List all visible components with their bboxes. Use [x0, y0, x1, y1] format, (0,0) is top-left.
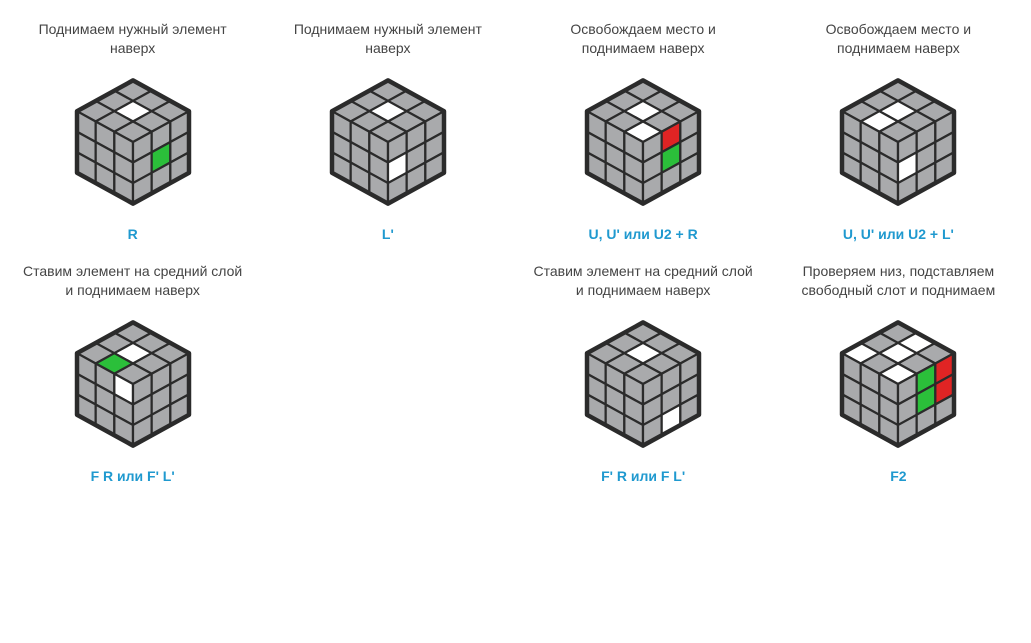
cube-diagram: [63, 72, 203, 212]
cube-diagram: [828, 72, 968, 212]
cube-diagram: [63, 314, 203, 454]
cube-caption-top: Освобождаем место и поднимаем наверх: [533, 20, 753, 62]
cube-diagram: [828, 314, 968, 454]
cube-cell: Ставим элемент на средний слой и поднима…: [10, 262, 255, 484]
cube-cell: Освобождаем место и поднимаем наверх U, U…: [776, 20, 1021, 242]
cube-notation: F2: [890, 468, 906, 484]
cube-diagram: [318, 72, 458, 212]
cube-cell: Поднимаем нужный элемент наверх R: [10, 20, 255, 242]
cube-cell: Поднимаем нужный элемент наверх L': [265, 20, 510, 242]
cube-caption-top: Поднимаем нужный элемент наверх: [23, 20, 243, 62]
cube-caption-top: Поднимаем нужный элемент наверх: [278, 20, 498, 62]
cube-notation: F' R или F L': [601, 468, 685, 484]
cube-notation: L': [382, 226, 394, 242]
cube-cell: Проверяем низ, подставляем свободный сло…: [776, 262, 1021, 484]
cube-grid: Поднимаем нужный элемент наверхRПоднимае…: [10, 20, 1021, 484]
cube-notation: U, U' или U2 + L': [843, 226, 954, 242]
cube-notation: R: [128, 226, 138, 242]
cube-diagram: [573, 314, 713, 454]
cube-caption-top: Ставим элемент на средний слой и поднима…: [23, 262, 243, 304]
cube-notation: U, U' или U2 + R: [589, 226, 698, 242]
cube-cell: Ставим элемент на средний слой и поднима…: [521, 262, 766, 484]
cube-cell: Освобождаем место и поднимаем наверх U, U…: [521, 20, 766, 242]
cube-caption-top: Освобождаем место и поднимаем наверх: [788, 20, 1008, 62]
cube-caption-top: Ставим элемент на средний слой и поднима…: [533, 262, 753, 304]
cube-diagram: [573, 72, 713, 212]
cube-notation: F R или F' L': [91, 468, 175, 484]
cube-caption-top: Проверяем низ, подставляем свободный сло…: [788, 262, 1008, 304]
